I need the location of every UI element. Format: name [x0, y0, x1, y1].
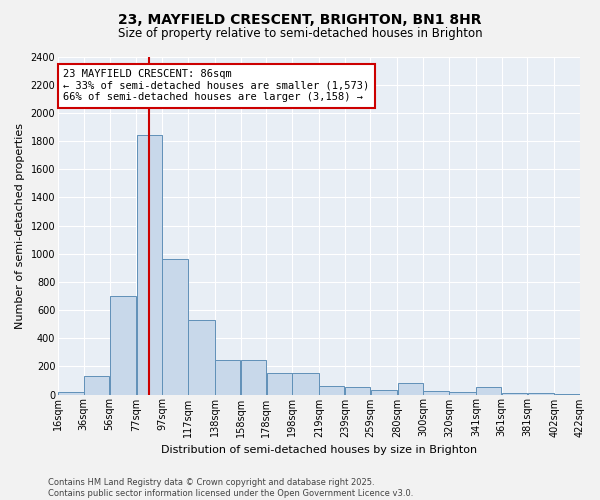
Text: Size of property relative to semi-detached houses in Brighton: Size of property relative to semi-detach…: [118, 28, 482, 40]
Bar: [319, 386, 344, 394]
Bar: [163, 260, 188, 394]
Bar: [502, 393, 527, 394]
Bar: [449, 392, 476, 394]
Bar: [266, 374, 292, 394]
X-axis label: Distribution of semi-detached houses by size in Brighton: Distribution of semi-detached houses by …: [161, 445, 477, 455]
Text: 23 MAYFIELD CRESCENT: 86sqm
← 33% of semi-detached houses are smaller (1,573)
66: 23 MAYFIELD CRESCENT: 86sqm ← 33% of sem…: [63, 69, 370, 102]
Y-axis label: Number of semi-detached properties: Number of semi-detached properties: [15, 122, 25, 328]
Bar: [84, 376, 109, 394]
Bar: [345, 388, 370, 394]
Bar: [137, 136, 162, 394]
Bar: [215, 360, 241, 394]
Bar: [371, 390, 397, 394]
Bar: [110, 296, 136, 394]
Bar: [188, 320, 215, 394]
Bar: [424, 391, 449, 394]
Bar: [58, 392, 83, 394]
Bar: [241, 360, 266, 394]
Bar: [292, 374, 319, 394]
Text: Contains HM Land Registry data © Crown copyright and database right 2025.
Contai: Contains HM Land Registry data © Crown c…: [48, 478, 413, 498]
Bar: [398, 382, 423, 394]
Text: 23, MAYFIELD CRESCENT, BRIGHTON, BN1 8HR: 23, MAYFIELD CRESCENT, BRIGHTON, BN1 8HR: [118, 12, 482, 26]
Bar: [476, 387, 502, 394]
